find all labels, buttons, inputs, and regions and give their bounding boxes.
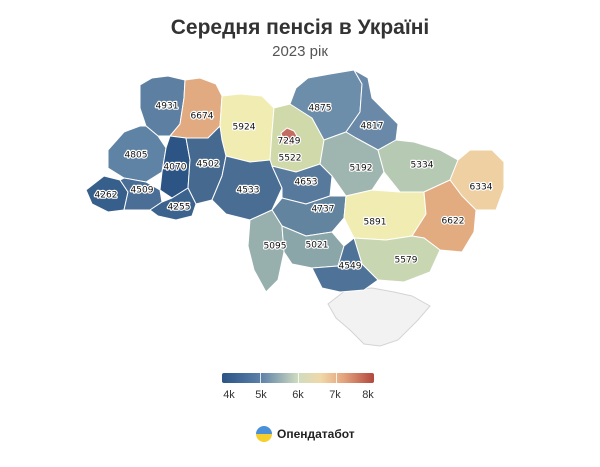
legend-label-7k: 7k: [329, 389, 341, 401]
value-label-zhytomyr: 5924: [233, 123, 256, 133]
region-crimea: [327, 287, 431, 347]
value-label-lviv: 4805: [125, 151, 148, 161]
region-odesa[interactable]: [247, 209, 285, 293]
value-label-layer: 4931 6674 5924 5522 7249 4875 4817 4805 4070 4502…: [93, 100, 494, 272]
color-legend: [222, 373, 374, 383]
value-label-mykolaiv: 5021: [306, 241, 329, 251]
value-label-rivne: 6674: [191, 112, 214, 122]
value-label-dnipropetrovsk: 5891: [364, 218, 387, 228]
region-kyiv-city[interactable]: [280, 127, 299, 146]
brand-footer: Опендатабот: [256, 425, 355, 443]
value-label-cherkasy: 4653: [295, 178, 318, 188]
value-label-sumy: 4817: [361, 122, 384, 132]
value-label-kyiv-oblast: 5522: [279, 154, 302, 164]
region-kherson[interactable]: [311, 237, 379, 293]
value-label-kyiv-city: 7249: [278, 137, 301, 147]
value-label-poltava: 5192: [350, 164, 373, 174]
legend-tick: [298, 373, 299, 383]
value-label-kirovohrad: 4737: [312, 205, 335, 215]
value-label-ternopil: 4070: [164, 163, 187, 173]
map-title: Середня пенсія в Україні: [170, 16, 430, 39]
brand-name: Опендатабот: [277, 427, 355, 441]
map-subtitle: 2023 рік: [272, 43, 328, 60]
region-layer: [85, 69, 505, 347]
value-label-odesa: 5095: [264, 242, 287, 252]
opendatabot-logo-icon: [256, 426, 272, 442]
region-poltava[interactable]: [319, 131, 385, 197]
value-label-vinnytsia: 4533: [237, 186, 260, 196]
value-label-zakarpattia: 4262: [95, 191, 118, 201]
value-label-ivano-frankivsk: 4509: [131, 186, 154, 196]
legend-label-4k: 4k: [223, 389, 235, 401]
value-label-donetsk: 6622: [442, 217, 465, 227]
value-label-khmelnytskyi: 4502: [197, 160, 220, 170]
region-donetsk[interactable]: [411, 179, 477, 253]
value-label-kharkiv: 5334: [411, 161, 434, 171]
legend-tick: [260, 373, 261, 383]
value-label-chernihiv: 4875: [309, 104, 332, 114]
value-label-luhansk: 6334: [470, 183, 493, 193]
value-label-zaporizhzhia: 5579: [395, 256, 418, 266]
legend-tick: [336, 373, 337, 383]
legend-label-6k: 6k: [292, 389, 304, 401]
value-label-kherson: 4549: [339, 262, 362, 272]
value-label-chernivtsi: 4255: [168, 203, 191, 213]
value-label-volyn: 4931: [156, 102, 179, 112]
legend-label-8k: 8k: [362, 389, 374, 401]
legend-label-5k: 5k: [255, 389, 267, 401]
region-chernivtsi[interactable]: [149, 187, 197, 221]
